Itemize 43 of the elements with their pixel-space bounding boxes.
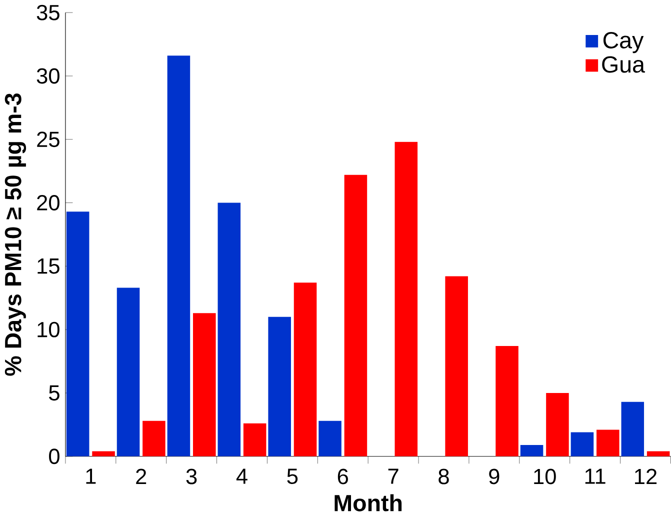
bar [218, 202, 241, 456]
bar [570, 432, 594, 456]
x-tick-label: 9 [489, 468, 500, 484]
bar [167, 56, 190, 456]
bar [318, 420, 342, 456]
x-tick-label: 11 [585, 468, 606, 484]
x-tick-label: 3 [186, 468, 197, 484]
y-tick-label: 20 [37, 194, 60, 210]
y-axis-title: % Days PM10 ≥ 50 µg m-3 [4, 93, 26, 376]
y-tick-label: 5 [49, 385, 60, 400]
bar [193, 313, 216, 456]
x-tick-label: 5 [287, 468, 298, 484]
bar [394, 142, 418, 456]
bar [243, 423, 266, 456]
y-tick-label: 25 [37, 132, 60, 148]
x-tick-label: 8 [438, 468, 449, 484]
y-tick-label: 10 [38, 322, 60, 338]
x-axis-title: Month [334, 494, 402, 512]
bar [66, 212, 90, 456]
bar [142, 420, 166, 456]
bar [116, 288, 140, 456]
legend-label: Gua [602, 56, 645, 73]
x-tick-label: 12 [635, 468, 657, 484]
bar [621, 402, 644, 456]
bar [268, 316, 291, 456]
x-tick-label: 2 [136, 468, 146, 484]
y-tick-label: 15 [38, 258, 60, 274]
bar [596, 430, 620, 456]
bar [520, 444, 544, 456]
x-tick-label: 1 [86, 468, 96, 484]
y-tick-label: 35 [36, 4, 60, 20]
bar [294, 282, 317, 456]
x-tick-label: 4 [236, 468, 248, 484]
bar [546, 392, 569, 456]
x-tick-label: 7 [388, 468, 398, 484]
y-tick-label: 30 [36, 68, 60, 84]
x-tick-label: 10 [534, 468, 556, 484]
bar [496, 346, 518, 456]
x-tick-label: 6 [338, 468, 348, 484]
legend-label: Cay [603, 32, 644, 54]
y-tick-label: 0 [49, 448, 60, 464]
bar [344, 174, 368, 456]
bar [445, 276, 468, 456]
